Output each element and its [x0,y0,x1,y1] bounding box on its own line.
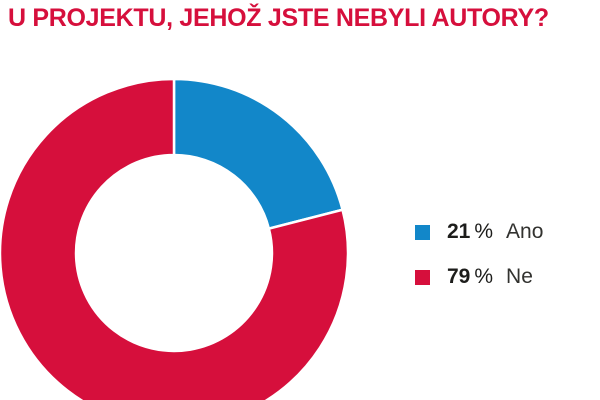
legend-value-ano: 21 [447,220,471,243]
legend-label-ne: Ne [506,265,533,288]
chart-legend: 21 % Ano 79 % Ne [415,217,543,307]
legend-item-ano: 21 % Ano [415,217,543,247]
chart-title: U PROJEKTU, JEHOŽ JSTE NEBYLI AUTORY? [8,4,549,32]
legend-value-ne: 79 [447,265,471,288]
legend-label-ano: Ano [506,220,544,243]
donut-segment-ne [0,77,350,400]
legend-swatch-ne-icon [415,269,430,285]
donut-segment-ano [172,77,345,231]
legend-unit-ne: % [474,265,494,288]
legend-item-ne: 79 % Ne [415,262,543,292]
legend-unit-ano: % [474,220,494,243]
legend-swatch-ano-icon [415,224,430,240]
